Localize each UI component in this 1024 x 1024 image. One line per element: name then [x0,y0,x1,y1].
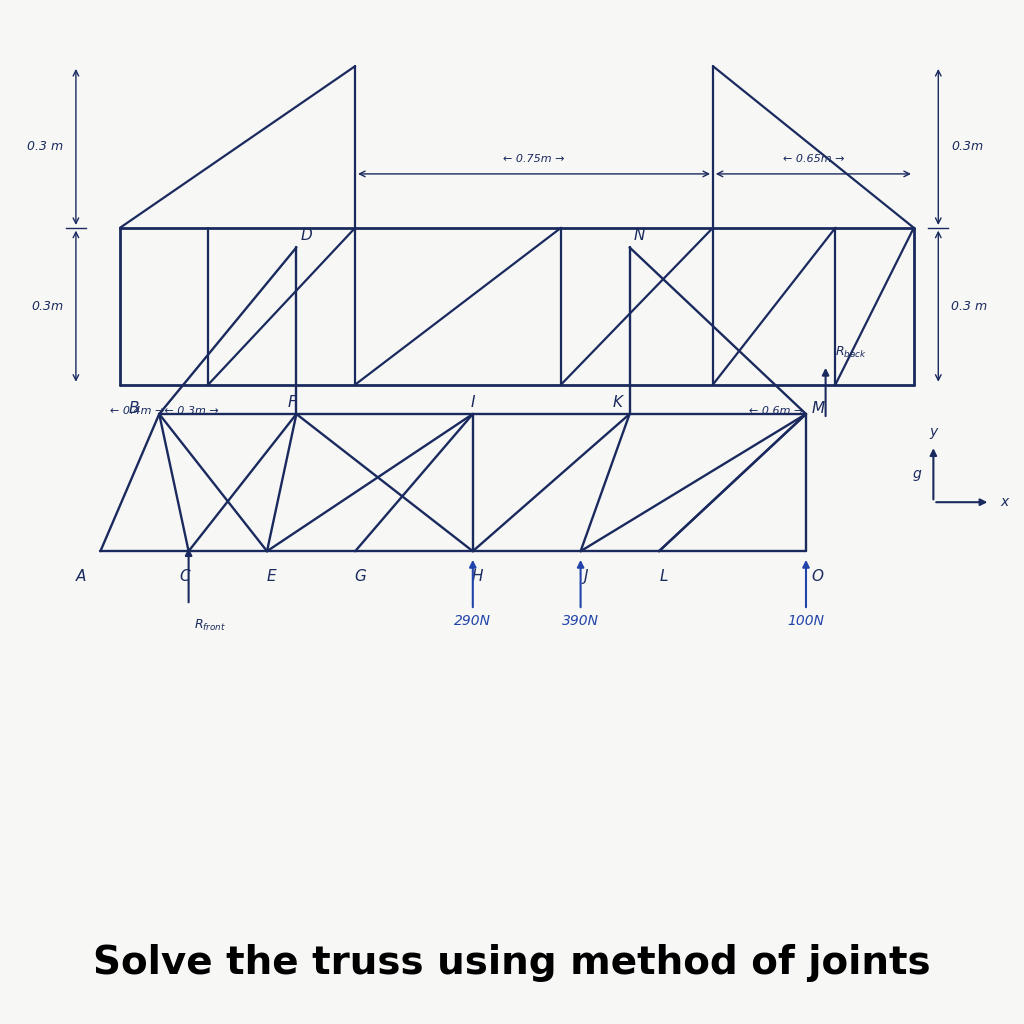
Text: B: B [128,400,139,416]
Text: ← 0.4m →← 0.3m →: ← 0.4m →← 0.3m → [110,407,218,416]
Text: y: y [929,425,938,438]
Text: 100N: 100N [787,613,824,628]
Text: 0.3 m: 0.3 m [951,300,987,312]
Text: 0.3m: 0.3m [31,300,63,312]
Text: G: G [354,569,366,584]
Text: 0.3 m: 0.3 m [27,140,63,153]
Text: E: E [267,569,276,584]
Text: N: N [634,228,645,243]
Text: x: x [1000,496,1009,509]
Text: g: g [912,467,922,480]
Text: K: K [612,394,623,410]
Text: 290N: 290N [455,613,492,628]
Text: A: A [76,569,86,584]
Text: C: C [179,569,190,584]
Text: 390N: 390N [562,613,599,628]
Text: ← 0.75m →: ← 0.75m → [503,154,564,164]
Text: F: F [287,394,296,410]
Text: D: D [300,228,312,243]
Text: ← 0.65m →: ← 0.65m → [783,154,845,164]
Text: $R_{back}$: $R_{back}$ [836,345,867,360]
Text: I: I [471,394,475,410]
Text: 0.3m: 0.3m [951,140,983,153]
Text: $R_{front}$: $R_{front}$ [194,617,225,633]
Text: M: M [811,400,824,416]
Text: J: J [584,569,588,584]
Text: Solve the truss using method of joints: Solve the truss using method of joints [93,944,931,982]
Text: L: L [659,569,668,584]
Text: H: H [472,569,483,584]
Text: ← 0.6m →: ← 0.6m → [750,407,804,416]
Text: O: O [812,569,823,584]
